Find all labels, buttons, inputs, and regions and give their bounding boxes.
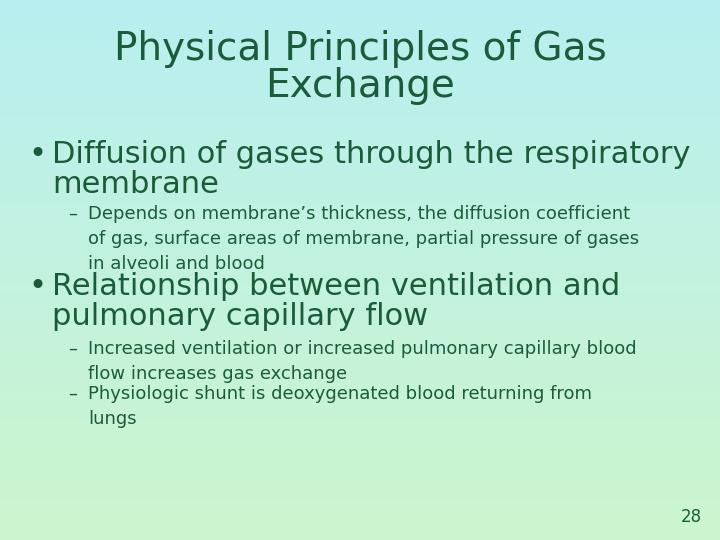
- Text: Depends on membrane’s thickness, the diffusion coefficient
of gas, surface areas: Depends on membrane’s thickness, the dif…: [88, 205, 639, 273]
- Text: Relationship between ventilation and: Relationship between ventilation and: [52, 272, 620, 301]
- Text: Physical Principles of Gas: Physical Principles of Gas: [114, 30, 606, 68]
- Text: Exchange: Exchange: [265, 67, 455, 105]
- Text: Diffusion of gases through the respiratory: Diffusion of gases through the respirato…: [52, 140, 690, 169]
- Text: •: •: [28, 272, 46, 301]
- Text: –: –: [68, 205, 77, 223]
- Text: •: •: [28, 140, 46, 169]
- Text: pulmonary capillary flow: pulmonary capillary flow: [52, 302, 428, 331]
- Text: –: –: [68, 340, 77, 358]
- Text: –: –: [68, 385, 77, 403]
- Text: Physiologic shunt is deoxygenated blood returning from
lungs: Physiologic shunt is deoxygenated blood …: [88, 385, 592, 428]
- Text: Increased ventilation or increased pulmonary capillary blood
flow increases gas : Increased ventilation or increased pulmo…: [88, 340, 636, 383]
- Text: 28: 28: [681, 508, 702, 526]
- Text: membrane: membrane: [52, 170, 219, 199]
